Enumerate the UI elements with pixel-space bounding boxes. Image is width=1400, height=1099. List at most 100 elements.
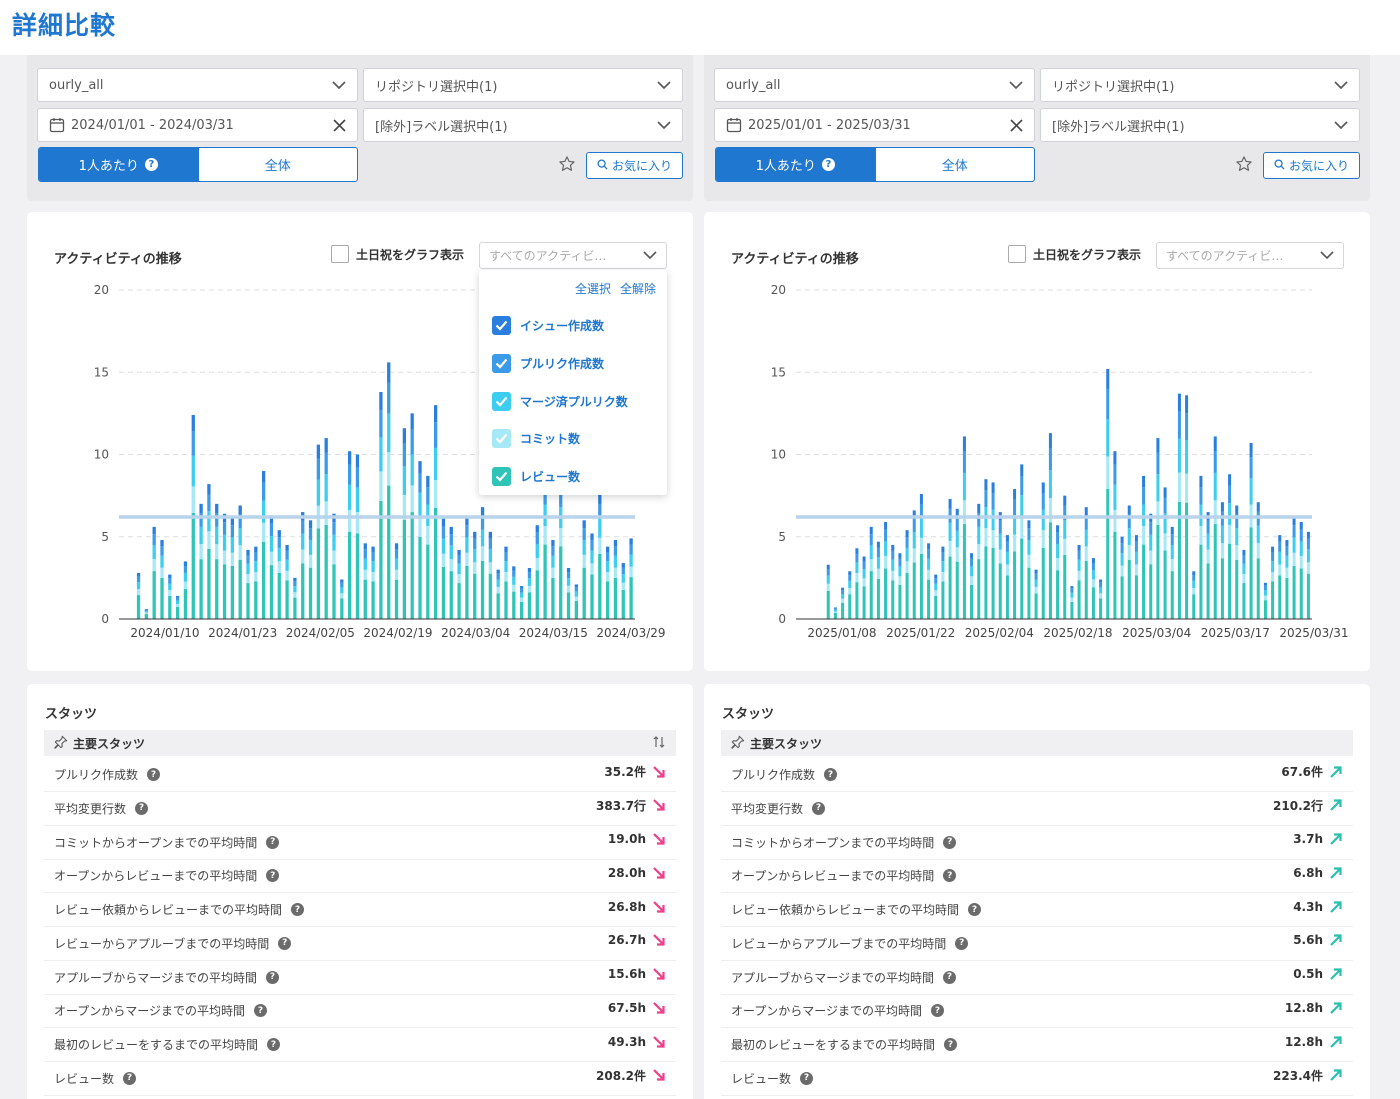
bar-segment[interactable] [144,612,149,614]
bar-segment[interactable] [168,574,172,579]
bar-segment[interactable] [613,577,618,619]
bar-segment[interactable] [559,546,563,619]
bar-segment[interactable] [551,540,555,547]
bar-segment[interactable] [379,437,383,472]
bar-segment[interactable] [1285,540,1289,547]
bar-segment[interactable] [293,592,297,598]
bar-segment[interactable] [1292,537,1296,553]
bar-segment[interactable] [1263,590,1267,596]
bar-segment[interactable] [1285,546,1289,556]
bar-segment[interactable] [1299,555,1303,569]
bar-segment[interactable] [488,531,493,539]
bar-segment[interactable] [848,580,852,588]
bar-segment[interactable] [1278,575,1282,619]
bar-segment[interactable] [301,533,305,550]
bar-segment[interactable] [183,566,188,573]
bar-segment[interactable] [1263,582,1267,586]
bar-segment[interactable] [340,582,344,588]
bar-segment[interactable] [355,467,360,488]
bar-segment[interactable] [363,543,367,550]
bar-segment[interactable] [285,544,289,551]
bar-segment[interactable] [1170,559,1174,572]
bar-segment[interactable] [1099,579,1103,583]
bar-segment[interactable] [1220,543,1224,559]
bar-segment[interactable] [215,544,219,560]
bar-segment[interactable] [1113,451,1117,465]
sort-icon[interactable] [652,735,666,752]
bar-segment[interactable] [418,461,422,474]
bar-segment[interactable] [527,578,532,586]
bar-segment[interactable] [1285,555,1289,568]
bar-segment[interactable] [230,525,235,538]
bar-segment[interactable] [1034,569,1038,574]
bar-segment[interactable] [912,510,916,520]
checkbox-checked-icon[interactable] [492,429,511,449]
repository-select[interactable]: リポジトリ選択中(1) [363,68,683,102]
bar-segment[interactable] [215,559,219,619]
bar-segment[interactable] [1306,549,1310,563]
help-icon[interactable]: ? [266,970,280,984]
bar-segment[interactable] [1163,550,1167,619]
bar-segment[interactable] [855,582,859,619]
bar-segment[interactable] [488,562,493,574]
exclude-label-select[interactable]: [除外]ラベル選択中(1) [1040,108,1360,142]
bar-segment[interactable] [152,545,156,560]
bar-segment[interactable] [1070,592,1074,598]
bar-segment[interactable] [884,521,888,530]
bar-segment[interactable] [941,581,945,619]
bar-segment[interactable] [629,554,633,567]
bar-segment[interactable] [833,608,837,610]
bar-segment[interactable] [1292,565,1296,619]
bar-segment[interactable] [826,564,830,570]
bar-segment[interactable] [1192,571,1196,576]
bar-segment[interactable] [1113,484,1117,510]
bar-segment[interactable] [991,509,995,531]
bar-segment[interactable] [512,576,516,585]
bar-segment[interactable] [919,518,923,538]
bar-segment[interactable] [207,548,211,619]
bar-segment[interactable] [1084,529,1088,547]
bar-segment[interactable] [884,529,888,542]
bar-segment[interactable] [332,522,336,535]
bar-segment[interactable] [371,552,375,562]
bar-segment[interactable] [848,587,852,595]
bar-segment[interactable] [175,604,180,608]
bar-segment[interactable] [912,548,916,563]
bar-segment[interactable] [496,573,500,580]
bar-segment[interactable] [1278,535,1282,542]
bar-segment[interactable] [1156,474,1160,502]
bar-segment[interactable] [441,526,446,539]
help-icon[interactable]: ? [123,1071,137,1085]
bar-segment[interactable] [402,494,407,520]
help-icon[interactable]: ? [821,158,835,171]
bar-segment[interactable] [941,546,945,553]
bar-segment[interactable] [1063,520,1067,539]
help-icon[interactable]: ? [135,801,149,815]
bar-segment[interactable] [1185,502,1189,619]
bar-segment[interactable] [441,566,446,619]
bar-segment[interactable] [527,572,532,579]
bar-segment[interactable] [1163,513,1167,534]
bar-segment[interactable] [862,568,866,579]
bar-segment[interactable] [433,479,438,508]
bar-segment[interactable] [948,556,952,619]
bar-segment[interactable] [1005,564,1009,576]
bar-segment[interactable] [332,534,336,551]
bar-segment[interactable] [1249,527,1253,619]
bar-segment[interactable] [1041,530,1045,549]
bar-segment[interactable] [1263,600,1267,619]
bar-segment[interactable] [261,542,266,619]
bar-segment[interactable] [238,528,242,546]
bar-segment[interactable] [371,571,375,582]
bar-segment[interactable] [598,503,602,519]
bar-segment[interactable] [1235,545,1239,560]
bar-segment[interactable] [465,552,469,566]
bar-segment[interactable] [1091,558,1095,564]
clear-all-link[interactable]: 全解除 [619,282,656,296]
bar-segment[interactable] [1020,464,1024,477]
bar-segment[interactable] [496,593,500,619]
bar-segment[interactable] [465,517,469,526]
bar-segment[interactable] [598,518,602,538]
bar-segment[interactable] [1113,509,1117,532]
bar-segment[interactable] [941,552,945,562]
